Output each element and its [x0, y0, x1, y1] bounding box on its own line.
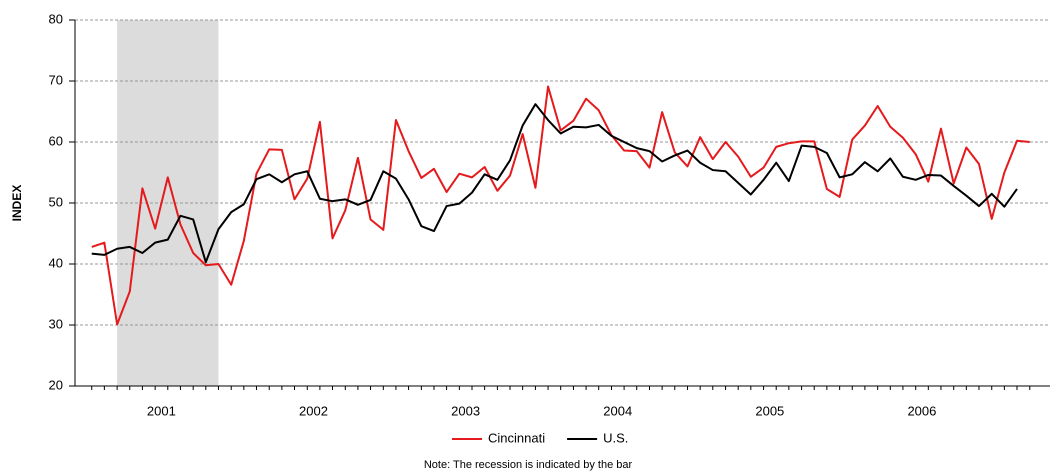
- y-axis-label: INDEX: [10, 185, 24, 222]
- x-tick-label: 2006: [907, 403, 936, 418]
- x-tick-label: 2003: [451, 403, 480, 418]
- y-tick-label: 60: [49, 133, 63, 148]
- legend-label: U.S.: [603, 430, 628, 445]
- series-line: [91, 103, 1018, 264]
- y-tick-label: 30: [49, 316, 63, 331]
- x-tick-label: 2001: [147, 403, 176, 418]
- y-tick-label: 20: [49, 377, 63, 392]
- x-tick-label: 2004: [603, 403, 632, 418]
- note: Note: The recession is indicated by the …: [424, 459, 633, 471]
- y-tick-label: 70: [49, 72, 63, 87]
- y-tick-label: 80: [49, 11, 63, 26]
- legend-label: Cincinnati: [488, 430, 545, 445]
- y-tick-label: 40: [49, 255, 63, 270]
- x-tick-label: 2002: [299, 403, 328, 418]
- x-tick-label: 2005: [755, 403, 784, 418]
- series-line: [91, 85, 1030, 326]
- y-tick-label: 50: [49, 194, 63, 209]
